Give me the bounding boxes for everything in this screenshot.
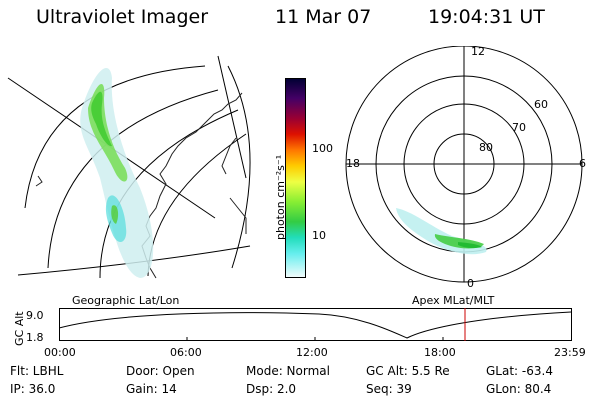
date-label: 11 Mar 07 [275, 6, 372, 28]
altitude-ytick-min: 1.8 [26, 331, 44, 344]
ip-info: IP: 36.0 [10, 382, 56, 396]
seq-info: Seq: 39 [366, 382, 412, 396]
mlt-label-6: 6 [579, 157, 586, 170]
geographic-map [7, 55, 251, 279]
mlat-label-70: 70 [512, 121, 526, 134]
colorbar-unit-label: photon cm⁻²s⁻¹ [274, 154, 287, 240]
altitude-xtick-0000: 00:00 [44, 346, 76, 359]
time-label: 19:04:31 UT [428, 6, 545, 28]
gain-info: Gain: 14 [126, 382, 177, 396]
colorbar-gradient [285, 78, 306, 278]
colorbar-tick-10: 10 [312, 229, 326, 242]
mlat-label-80: 80 [479, 141, 493, 154]
glon-info: GLon: 80.4 [486, 382, 552, 396]
lat-circle-1 [24, 65, 206, 209]
altitude-ytick-max: 9.0 [26, 309, 44, 322]
glat-info: GLat: -63.4 [486, 364, 553, 378]
polar-panel-label: Apex MLat/MLT [412, 294, 495, 307]
mlt-label-18: 18 [346, 157, 360, 170]
geo-panel-label: Geographic Lat/Lon [72, 294, 180, 307]
altitude-xtick-0600: 06:00 [170, 346, 202, 359]
auroral-oval [80, 68, 154, 278]
altitude-axis-label: GC Alt [13, 311, 26, 346]
mode-info: Mode: Normal [246, 364, 330, 378]
filter-info: Flt: LBHL [10, 364, 64, 378]
altitude-curve [59, 311, 572, 339]
map-frame-arc [227, 65, 251, 269]
altitude-xtick-1200: 12:00 [296, 346, 328, 359]
altitude-plot-frame [59, 308, 572, 341]
coastline-east [229, 197, 247, 234]
altitude-xtick-1800: 18:00 [424, 346, 456, 359]
mlat-label-60: 60 [534, 98, 548, 111]
mlt-label-12: 12 [471, 45, 485, 58]
altitude-plot [59, 308, 572, 341]
polar-plot [345, 46, 583, 283]
door-info: Door: Open [126, 364, 195, 378]
dsp-info: Dsp: 2.0 [246, 382, 297, 396]
polar-aurora [396, 208, 487, 255]
colorbar [285, 78, 306, 278]
mlt-label-0: 0 [467, 277, 474, 290]
lon-line-3 [217, 55, 247, 179]
colorbar-tick-100: 100 [312, 142, 333, 155]
instrument-title: Ultraviolet Imager [36, 6, 209, 28]
gc-alt-info: GC Alt: 5.5 Re [366, 364, 450, 378]
altitude-xtick-2359: 23:59 [554, 346, 586, 359]
